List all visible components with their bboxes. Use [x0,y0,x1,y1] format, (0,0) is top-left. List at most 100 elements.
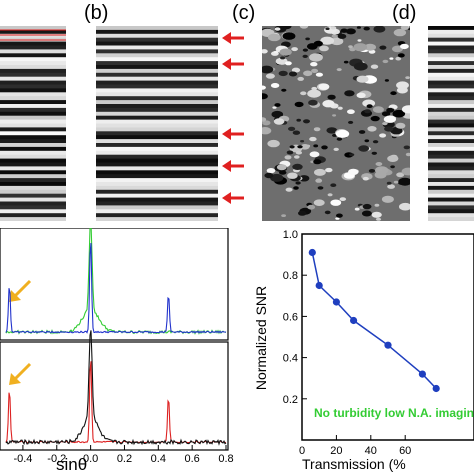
speckle-grain [313,144,319,148]
snr-data-point [418,370,426,378]
speckle-grain [370,115,380,122]
speckle-grain [313,199,325,206]
snr-y-tick-label: 1.0 [283,229,298,241]
speckle-grain [285,61,292,66]
speckle-grain [322,100,335,108]
speckle-grain [377,168,382,171]
speckle-grain [349,153,355,157]
speckle-grain [292,163,303,170]
speckle-grain [293,186,299,190]
speckle-grain [309,151,320,158]
stripe-row [428,123,474,128]
spectrum-x-tick-label: -0.2 [47,453,66,465]
stripe-row [96,72,218,78]
stripe-row [96,162,218,167]
speckle-grain [270,83,280,88]
spectrum-xlabel: sinθ [56,455,87,474]
red-arrow [222,192,244,204]
speckle-grain [379,45,387,50]
speckle-grain [335,129,350,138]
spectrum-x-tick-label: 0.4 [151,453,166,465]
speckle-grain [348,168,359,176]
stripe-row [96,84,218,89]
speckle-grain [396,81,409,89]
stripe-row [96,174,218,179]
stripe-row [0,45,66,50]
speckle-grain [387,184,395,189]
speckle-grain [307,89,321,98]
speckle-grain [321,145,328,150]
stripe-row [96,127,218,132]
stripe-row [428,197,474,202]
stripe-row [0,107,66,113]
speckle-grain [398,177,410,186]
speckle-grain [405,152,410,157]
speckle-grain [303,70,313,77]
speckle-grain [266,168,276,174]
speckle-grain [320,36,335,45]
snr-data-point [315,281,323,290]
red-arrow [222,58,244,70]
stripe-image-b [96,26,218,221]
speckle-grain [344,90,355,97]
stripe-row [0,193,66,198]
stripe-row [0,41,66,46]
speckle-grain [381,195,394,203]
stripe-row [428,72,474,78]
speckle-grain [327,193,333,197]
speckle-grain [395,122,406,129]
snr-chart: 0.2 0.4 0.6 0.8 1.0 0 20 40 60 No turbidity low … [253,229,474,472]
stripe-row [96,80,218,85]
speckle-grain [289,145,295,149]
spectrum-x-tick-label: 0.6 [185,453,200,465]
speckle-grain [336,68,342,72]
stripe-row [428,84,474,89]
stripe-row [96,139,218,144]
stripe-row [96,53,218,58]
stripe-row [0,80,66,85]
stripe-row [96,158,218,163]
speckle-grain [325,27,330,30]
speckle-grain [291,47,298,52]
speckle-grain [326,127,338,134]
spectrum-x-tick-label: 0.8 [218,453,233,465]
speckle-grain [403,145,410,150]
speckle-grain [303,119,310,124]
speckle-grain [276,164,287,171]
stripe-row [96,201,218,206]
speckle-grain [281,214,286,218]
speckle-grain [340,28,348,33]
stripe-row [428,209,474,214]
speckle-grain [368,49,376,54]
speckle-grain [386,107,394,113]
speckle-grain [275,57,288,65]
speckle-grain [345,28,356,35]
orange-arrow-bottom [9,362,32,385]
stripe-row [0,72,66,78]
speckle-grain [297,145,303,149]
speckle-grain [297,76,304,81]
speckle-grain [300,91,307,96]
speckle-grain [318,83,330,90]
stripe-row [428,111,474,117]
spectrum-trace-green [5,228,227,335]
stripe-row [96,33,218,39]
speckle-grain [390,127,403,135]
snr-x-tick-label: 60 [399,445,411,457]
spectrum-trace-red [5,361,227,444]
speckle-grain [262,85,266,90]
stripe-row [0,53,66,58]
speckle-grain [294,101,304,108]
stripe-row [96,65,218,70]
speckle-grain [335,217,340,220]
stripe-row [428,178,474,183]
speckle-grain [319,45,329,52]
speckle-grain [315,178,323,183]
speckle-grain [267,139,280,148]
red-arrows [222,32,244,204]
stripe-row [428,205,474,210]
stripe-row [428,115,474,120]
stripe-row [428,96,474,101]
stripe-row [96,61,218,66]
stripe-image-left [0,26,66,221]
